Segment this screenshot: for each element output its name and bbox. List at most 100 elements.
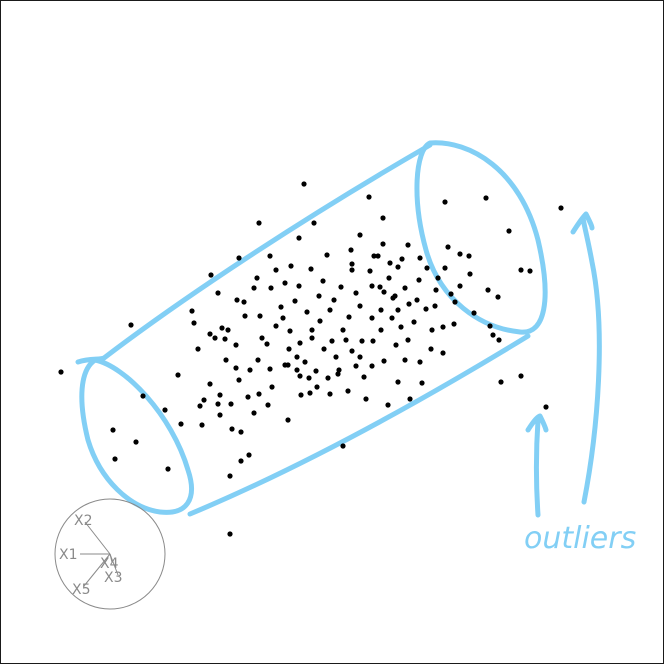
data-point xyxy=(324,252,330,258)
data-point xyxy=(353,290,359,296)
data-point xyxy=(371,253,377,259)
data-point xyxy=(285,417,291,423)
data-point xyxy=(340,327,346,333)
data-point xyxy=(301,181,307,187)
data-point xyxy=(349,348,355,354)
data-point xyxy=(433,287,439,293)
data-point xyxy=(241,299,247,305)
data-point xyxy=(268,285,274,291)
data-point xyxy=(448,291,454,297)
data-point xyxy=(246,452,252,458)
data-point xyxy=(208,272,214,278)
data-point xyxy=(292,298,298,304)
data-point xyxy=(191,320,197,326)
data-point xyxy=(280,315,286,321)
data-point xyxy=(345,388,351,394)
cylinder-top-line xyxy=(75,142,433,365)
data-point xyxy=(442,265,448,271)
data-point xyxy=(363,396,369,402)
data-point xyxy=(490,332,496,338)
data-point xyxy=(207,331,213,337)
data-point xyxy=(369,315,375,321)
data-point xyxy=(178,421,184,427)
data-point xyxy=(399,256,405,262)
data-point xyxy=(428,346,434,352)
data-point xyxy=(278,304,284,310)
data-point xyxy=(417,359,423,365)
data-point xyxy=(316,293,322,299)
data-point xyxy=(346,314,352,320)
data-point xyxy=(267,253,273,259)
data-point xyxy=(442,199,448,205)
data-point xyxy=(199,422,205,428)
data-point xyxy=(333,354,339,360)
data-point xyxy=(175,372,181,378)
data-point xyxy=(349,267,355,273)
axis-x2-line xyxy=(84,521,111,555)
data-point xyxy=(392,293,398,299)
axes-indicator-circle xyxy=(54,498,166,610)
axis-label-x1: X1 xyxy=(59,547,78,563)
data-point xyxy=(215,401,221,407)
data-point xyxy=(311,220,317,226)
data-point xyxy=(128,322,134,328)
data-point xyxy=(407,396,413,402)
data-point xyxy=(361,374,367,380)
data-point xyxy=(251,285,257,291)
data-point xyxy=(259,335,265,341)
data-point xyxy=(238,429,244,435)
data-point xyxy=(452,299,458,305)
data-point xyxy=(395,379,401,385)
data-point xyxy=(393,342,399,348)
data-point xyxy=(307,390,313,396)
data-point xyxy=(229,426,235,432)
data-point xyxy=(440,350,446,356)
data-point xyxy=(369,283,375,289)
data-point xyxy=(165,466,171,472)
data-point xyxy=(558,205,564,211)
data-point xyxy=(306,375,312,381)
data-point xyxy=(228,401,234,407)
data-point xyxy=(236,255,242,261)
data-point xyxy=(256,391,262,397)
data-point xyxy=(267,366,273,372)
data-point xyxy=(429,327,435,333)
data-point xyxy=(298,392,304,398)
data-point xyxy=(320,278,326,284)
data-point xyxy=(265,402,271,408)
data-point xyxy=(302,359,308,365)
data-point xyxy=(110,427,116,433)
data-point xyxy=(411,319,417,325)
data-point xyxy=(217,392,223,398)
data-point xyxy=(219,325,225,331)
data-point xyxy=(385,402,391,408)
data-point xyxy=(282,280,288,286)
data-point xyxy=(485,287,491,293)
data-point xyxy=(327,307,333,313)
data-point xyxy=(189,308,195,314)
axis-label-x5: X5 xyxy=(72,582,91,598)
data-point xyxy=(313,368,319,374)
data-point xyxy=(496,337,502,343)
data-point xyxy=(395,307,401,313)
data-point xyxy=(297,373,303,379)
data-point xyxy=(286,346,292,352)
data-point xyxy=(233,342,239,348)
data-point xyxy=(287,328,293,334)
data-point xyxy=(369,363,375,369)
cylinder-left-ellipse xyxy=(79,357,194,515)
data-point xyxy=(317,318,323,324)
data-point xyxy=(543,404,549,410)
data-point xyxy=(440,324,446,330)
data-point xyxy=(254,275,260,281)
data-point xyxy=(309,327,315,333)
data-point xyxy=(297,340,303,346)
data-point xyxy=(367,268,373,274)
data-point xyxy=(329,338,335,344)
data-point xyxy=(309,335,315,341)
data-point xyxy=(222,336,228,342)
data-point xyxy=(215,290,221,296)
data-point xyxy=(353,363,359,369)
